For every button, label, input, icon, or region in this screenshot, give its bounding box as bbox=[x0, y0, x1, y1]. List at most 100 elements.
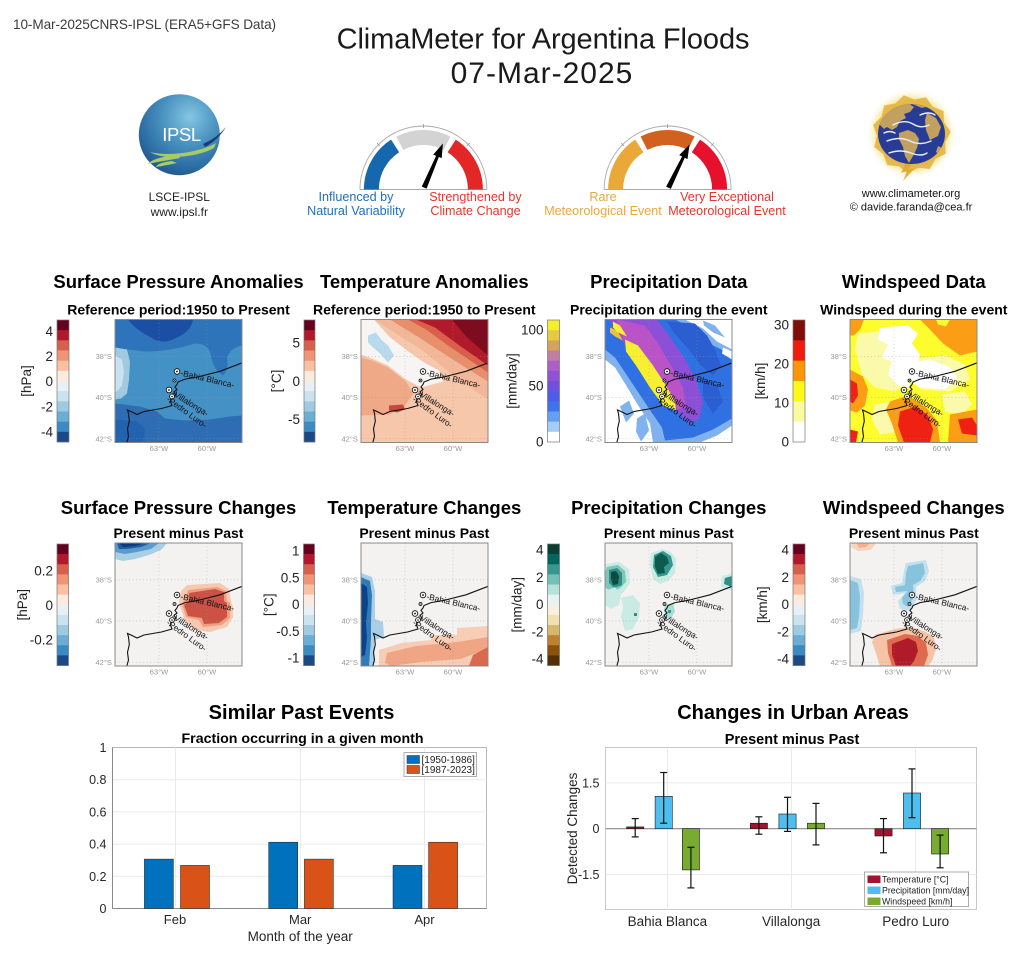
svg-text:2: 2 bbox=[45, 349, 53, 364]
svg-text:42°S: 42°S bbox=[830, 434, 847, 443]
svg-text:Precipitation during the event: Precipitation during the event bbox=[570, 302, 768, 318]
svg-text:0.2: 0.2 bbox=[89, 870, 106, 884]
svg-text:0.2: 0.2 bbox=[34, 563, 53, 578]
svg-text:0: 0 bbox=[100, 902, 107, 916]
svg-text:2: 2 bbox=[536, 570, 544, 585]
svg-text:Present minus Past: Present minus Past bbox=[604, 525, 734, 541]
svg-text:[mm/day]: [mm/day] bbox=[510, 577, 525, 633]
svg-text:-4: -4 bbox=[41, 424, 53, 439]
svg-text:IPSL: IPSL bbox=[162, 124, 201, 145]
svg-text:0.8: 0.8 bbox=[89, 773, 106, 787]
svg-text:Present minus Past: Present minus Past bbox=[725, 732, 860, 748]
svg-text:Influenced by: Influenced by bbox=[319, 190, 395, 204]
svg-text:LSCE-IPSL: LSCE-IPSL bbox=[149, 190, 211, 204]
svg-text:0: 0 bbox=[45, 598, 53, 613]
svg-text:38°S: 38°S bbox=[585, 576, 602, 585]
svg-text:4: 4 bbox=[781, 543, 789, 558]
svg-text:-4: -4 bbox=[777, 652, 789, 667]
svg-text:0.5: 0.5 bbox=[281, 570, 300, 585]
svg-text:60°W: 60°W bbox=[933, 444, 952, 453]
svg-text:1: 1 bbox=[100, 741, 107, 755]
svg-text:4: 4 bbox=[536, 543, 544, 558]
svg-text:63°W: 63°W bbox=[640, 668, 659, 677]
svg-text:Precipitation Data: Precipitation Data bbox=[590, 271, 748, 292]
svg-text:0: 0 bbox=[45, 374, 53, 389]
svg-text:-2: -2 bbox=[41, 399, 53, 414]
svg-text:5: 5 bbox=[292, 336, 300, 351]
svg-text:-1.5: -1.5 bbox=[578, 868, 600, 882]
svg-text:Temperature [°C]: Temperature [°C] bbox=[882, 875, 949, 885]
svg-text:60°W: 60°W bbox=[444, 668, 463, 677]
svg-text:Surface Pressure Changes: Surface Pressure Changes bbox=[61, 497, 296, 518]
svg-text:Bahia Blanca: Bahia Blanca bbox=[628, 914, 708, 929]
svg-text:0: 0 bbox=[781, 597, 789, 612]
svg-text:[mm/day]: [mm/day] bbox=[505, 353, 520, 409]
svg-text:© davide.faranda@cea.fr: © davide.faranda@cea.fr bbox=[850, 202, 973, 214]
svg-text:38°S: 38°S bbox=[95, 352, 112, 361]
svg-text:63°W: 63°W bbox=[396, 444, 415, 453]
svg-text:Mar: Mar bbox=[289, 912, 312, 927]
svg-text:[1987-2023]: [1987-2023] bbox=[422, 765, 476, 776]
svg-text:0: 0 bbox=[781, 435, 789, 450]
svg-text:0: 0 bbox=[593, 822, 600, 836]
svg-text:60°W: 60°W bbox=[688, 444, 707, 453]
svg-text:Meteorological Event: Meteorological Event bbox=[668, 204, 786, 218]
svg-text:Reference period:1950 to Prese: Reference period:1950 to Present bbox=[67, 302, 290, 318]
svg-text:Meteorological Event: Meteorological Event bbox=[544, 204, 662, 218]
svg-text:60°W: 60°W bbox=[688, 668, 707, 677]
svg-text:Climate Change: Climate Change bbox=[430, 204, 520, 218]
svg-text:42°S: 42°S bbox=[341, 658, 358, 667]
svg-text:42°S: 42°S bbox=[585, 658, 602, 667]
svg-text:-2: -2 bbox=[531, 624, 543, 639]
svg-text:Present minus Past: Present minus Past bbox=[114, 525, 244, 541]
svg-text:Temperature Anomalies: Temperature Anomalies bbox=[320, 271, 529, 292]
svg-text:30: 30 bbox=[774, 318, 789, 333]
svg-text:63°W: 63°W bbox=[885, 444, 904, 453]
svg-text:ClimaMeter for Argentina Flood: ClimaMeter for Argentina Floods bbox=[337, 24, 750, 56]
svg-text:0: 0 bbox=[536, 597, 544, 612]
svg-text:1: 1 bbox=[292, 544, 300, 559]
svg-text:Feb: Feb bbox=[164, 912, 186, 927]
svg-text:Apr: Apr bbox=[414, 912, 435, 927]
svg-text:40°S: 40°S bbox=[585, 617, 602, 626]
svg-text:40°S: 40°S bbox=[95, 393, 112, 402]
svg-text:Fraction occurring in a given: Fraction occurring in a given month bbox=[182, 731, 424, 747]
svg-text:www.climameter.org: www.climameter.org bbox=[861, 188, 960, 200]
svg-text:Very Exceptional: Very Exceptional bbox=[680, 190, 774, 204]
svg-text:1.5: 1.5 bbox=[582, 776, 599, 790]
svg-text:-4: -4 bbox=[531, 652, 543, 667]
svg-text:63°W: 63°W bbox=[150, 668, 169, 677]
svg-text:0.4: 0.4 bbox=[89, 838, 106, 852]
svg-text:40°S: 40°S bbox=[585, 393, 602, 402]
svg-text:Surface Pressure Anomalies: Surface Pressure Anomalies bbox=[53, 271, 303, 292]
svg-text:40°S: 40°S bbox=[830, 393, 847, 402]
svg-text:42°S: 42°S bbox=[95, 658, 112, 667]
svg-text:[hPa]: [hPa] bbox=[15, 589, 30, 621]
svg-text:Windspeed Changes: Windspeed Changes bbox=[823, 497, 1005, 518]
svg-text:[°C]: [°C] bbox=[262, 593, 277, 616]
svg-text:38°S: 38°S bbox=[95, 576, 112, 585]
svg-text:www.ipsl.fr: www.ipsl.fr bbox=[150, 205, 208, 219]
svg-text:Temperature Changes: Temperature Changes bbox=[327, 497, 521, 518]
svg-text:Pedro Luro: Pedro Luro bbox=[882, 914, 949, 929]
svg-text:40°S: 40°S bbox=[341, 617, 358, 626]
svg-text:Villalonga: Villalonga bbox=[762, 914, 821, 929]
svg-text:Precipitation [mm/day]: Precipitation [mm/day] bbox=[882, 886, 969, 896]
svg-text:63°W: 63°W bbox=[150, 444, 169, 453]
svg-text:0.6: 0.6 bbox=[89, 805, 106, 819]
svg-text:Detected Changes: Detected Changes bbox=[565, 772, 580, 884]
svg-text:60°W: 60°W bbox=[198, 444, 217, 453]
svg-text:Present minus Past: Present minus Past bbox=[849, 525, 979, 541]
svg-text:38°S: 38°S bbox=[341, 352, 358, 361]
svg-text:0: 0 bbox=[536, 435, 544, 450]
svg-text:4: 4 bbox=[45, 324, 53, 339]
svg-text:63°W: 63°W bbox=[885, 668, 904, 677]
svg-text:38°S: 38°S bbox=[341, 576, 358, 585]
svg-text:Windspeed [km/h]: Windspeed [km/h] bbox=[882, 897, 952, 907]
svg-text:20: 20 bbox=[774, 357, 789, 372]
svg-text:-0.5: -0.5 bbox=[276, 624, 299, 639]
svg-text:60°W: 60°W bbox=[933, 668, 952, 677]
svg-text:Rare: Rare bbox=[589, 190, 616, 204]
svg-text:[1950-1986]: [1950-1986] bbox=[422, 755, 476, 766]
svg-text:38°S: 38°S bbox=[830, 576, 847, 585]
